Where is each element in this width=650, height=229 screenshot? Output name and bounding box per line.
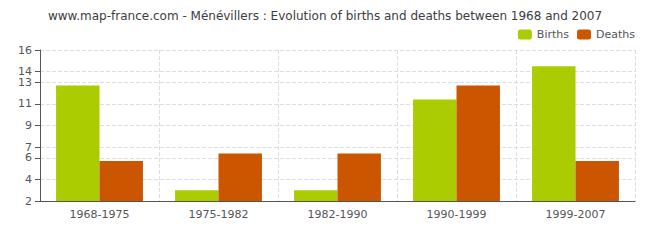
svg-text:7: 7 — [25, 141, 32, 154]
svg-text:1990-1999: 1990-1999 — [427, 208, 487, 221]
svg-text:1999-2007: 1999-2007 — [546, 208, 606, 221]
svg-text:1975-1982: 1975-1982 — [189, 208, 249, 221]
svg-text:16: 16 — [18, 44, 32, 57]
svg-text:11: 11 — [18, 97, 32, 110]
svg-text:Deaths: Deaths — [596, 28, 635, 41]
svg-text:www.map-france.com - Ménéville: www.map-france.com - Ménévillers : Evolu… — [48, 9, 602, 23]
svg-text:6: 6 — [25, 151, 32, 165]
svg-text:Births: Births — [537, 28, 569, 41]
svg-text:4: 4 — [25, 173, 32, 186]
svg-text:13: 13 — [18, 75, 32, 89]
svg-text:1968-1975: 1968-1975 — [70, 208, 130, 221]
svg-text:14: 14 — [18, 65, 32, 78]
svg-text:1982-1990: 1982-1990 — [308, 208, 368, 221]
svg-text:9: 9 — [25, 119, 32, 132]
svg-text:2: 2 — [25, 195, 32, 208]
